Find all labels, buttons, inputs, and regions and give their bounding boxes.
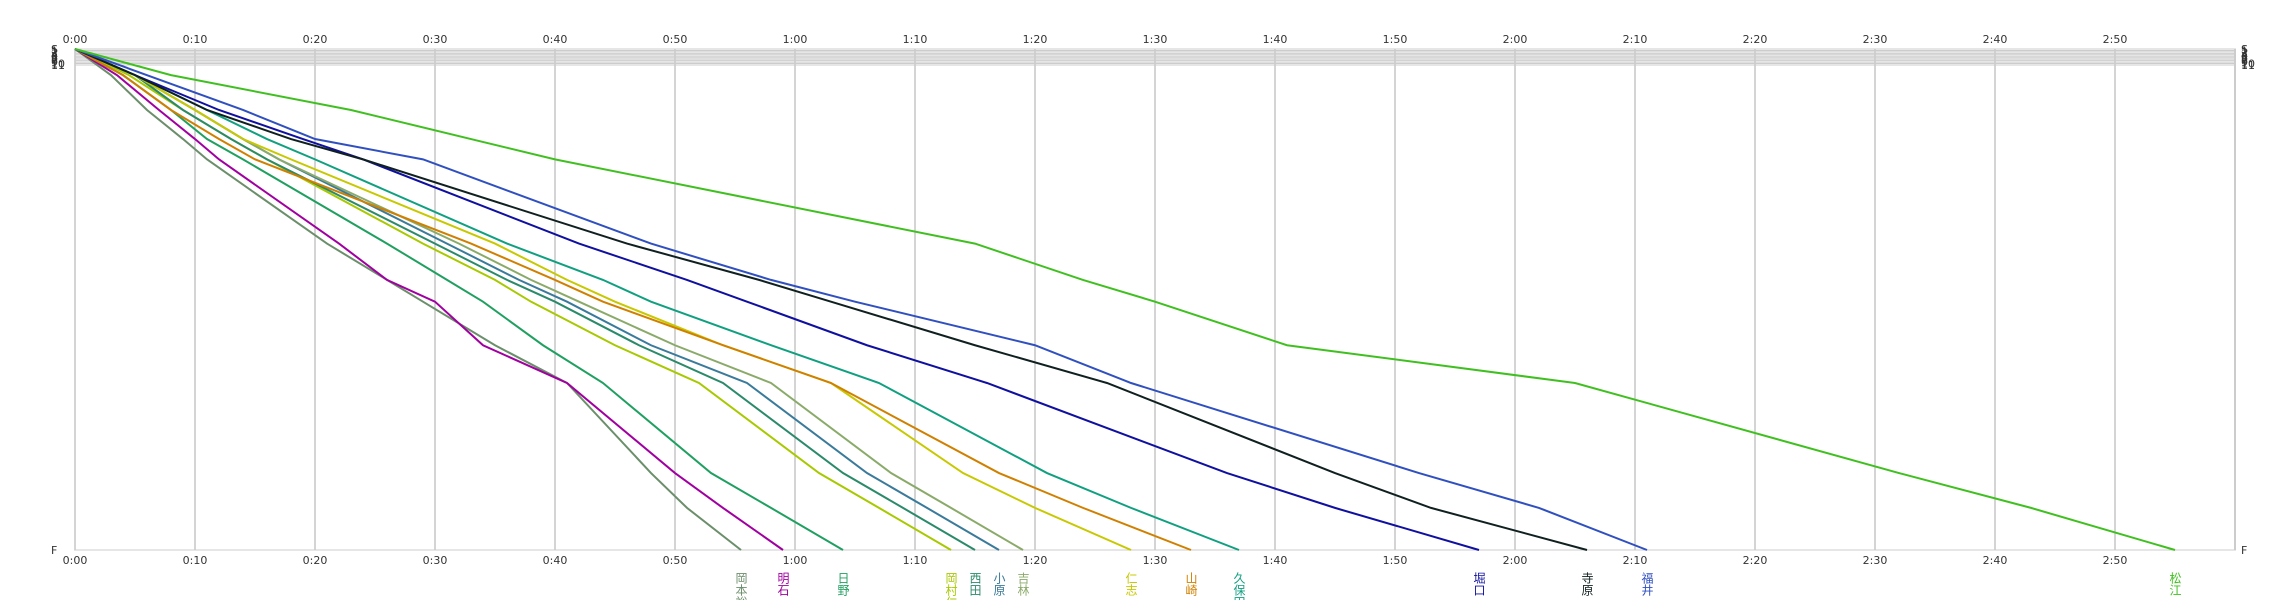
x-tick-label: 2:10 — [1623, 554, 1648, 567]
x-tick-label: 1:30 — [1143, 33, 1168, 46]
x-tick-label: 0:10 — [183, 554, 208, 567]
series-name: 岡本裕 — [734, 572, 748, 600]
series-name: 西田 — [968, 572, 982, 596]
x-tick-label: 0:40 — [543, 554, 568, 567]
train-line — [74, 48, 1192, 551]
y-tick-label: S — [51, 43, 58, 56]
train-line — [74, 48, 1132, 551]
x-tick-label: 0:30 — [423, 33, 448, 46]
y-tick-label: 5 — [51, 50, 58, 63]
y-tick-label: 11 — [2241, 59, 2255, 72]
train-line — [74, 48, 784, 551]
y-tick-label: 9 — [51, 56, 58, 69]
y-tick-label: F — [51, 544, 57, 557]
train-line — [74, 48, 2176, 551]
x-tick-label: 1:20 — [1023, 33, 1048, 46]
y-tick-label: 3 — [2241, 47, 2248, 60]
series-name: 山崎 — [1184, 572, 1198, 596]
x-tick-label: 1:40 — [1263, 33, 1288, 46]
x-tick-label: 1:20 — [1023, 554, 1048, 567]
series-name: 日野 — [836, 572, 850, 596]
y-tick-label: 6 — [2241, 52, 2248, 65]
train-line — [74, 48, 976, 551]
x-tick-label: 2:20 — [1743, 33, 1768, 46]
x-tick-label: 2:40 — [1983, 33, 2008, 46]
series-name: 明石 — [776, 572, 790, 596]
series-name: 寺原 — [1580, 572, 1594, 596]
y-tick-label: 5 — [2241, 50, 2248, 63]
x-tick-label: 1:10 — [903, 554, 928, 567]
y-tick-label: 4 — [2241, 49, 2248, 62]
x-tick-label: 0:40 — [543, 33, 568, 46]
series-name: 岡村仁 — [944, 572, 958, 600]
series-name: 小原 — [992, 572, 1006, 596]
y-tick-label: 10 — [51, 58, 65, 71]
y-tick-label: 7 — [51, 53, 58, 66]
x-tick-label: 2:30 — [1863, 33, 1888, 46]
y-tick-label: 6 — [51, 52, 58, 65]
x-tick-label: 2:20 — [1743, 554, 1768, 567]
series-name: 仁志 — [1124, 572, 1138, 596]
series-name: 久保田 — [1232, 572, 1246, 600]
y-tick-label: 9 — [2241, 56, 2248, 69]
y-tick-label: F — [2241, 544, 2247, 557]
x-tick-label: 0:20 — [303, 554, 328, 567]
x-tick-label: 1:00 — [783, 554, 808, 567]
x-tick-label: 2:40 — [1983, 554, 2008, 567]
train-line — [74, 48, 1480, 551]
y-tick-label: 2 — [51, 46, 58, 59]
train-line — [74, 48, 1588, 551]
x-tick-label: 2:50 — [2103, 33, 2128, 46]
y-tick-label: 1 — [2241, 44, 2248, 57]
y-tick-label: 1 — [51, 44, 58, 57]
x-tick-label: 1:30 — [1143, 554, 1168, 567]
series-name: 堀口 — [1472, 571, 1486, 596]
train-line — [74, 48, 1648, 551]
series-name: 松江 — [2168, 572, 2182, 596]
y-tick-label: 4 — [51, 49, 58, 62]
x-tick-label: 2:10 — [1623, 33, 1648, 46]
y-tick-label: S — [2241, 43, 2248, 56]
y-tick-label: 7 — [2241, 53, 2248, 66]
y-tick-label: 8 — [51, 55, 58, 68]
x-tick-label: 0:20 — [303, 33, 328, 46]
x-tick-label: 0:00 — [63, 554, 88, 567]
y-tick-label: 11 — [51, 59, 65, 72]
series-name: 吉林 — [1016, 572, 1030, 596]
x-tick-label: 0:30 — [423, 554, 448, 567]
y-tick-label: 10 — [2241, 58, 2255, 71]
x-tick-label: 0:50 — [663, 33, 688, 46]
x-tick-label: 0:50 — [663, 554, 688, 567]
x-tick-label: 0:10 — [183, 33, 208, 46]
x-tick-label: 1:50 — [1383, 554, 1408, 567]
x-tick-label: 1:50 — [1383, 33, 1408, 46]
y-tick-label: 2 — [2241, 46, 2248, 59]
x-tick-label: 2:30 — [1863, 554, 1888, 567]
x-tick-label: 0:00 — [63, 33, 88, 46]
x-tick-label: 1:40 — [1263, 554, 1288, 567]
x-tick-label: 1:10 — [903, 33, 928, 46]
y-tick-label: 3 — [51, 47, 58, 60]
y-tick-label: 8 — [2241, 55, 2248, 68]
x-tick-label: 2:00 — [1503, 554, 1528, 567]
x-tick-label: 2:00 — [1503, 33, 1528, 46]
series-name: 福井 — [1640, 571, 1654, 597]
x-tick-label: 2:50 — [2103, 554, 2128, 567]
x-tick-label: 1:00 — [783, 33, 808, 46]
